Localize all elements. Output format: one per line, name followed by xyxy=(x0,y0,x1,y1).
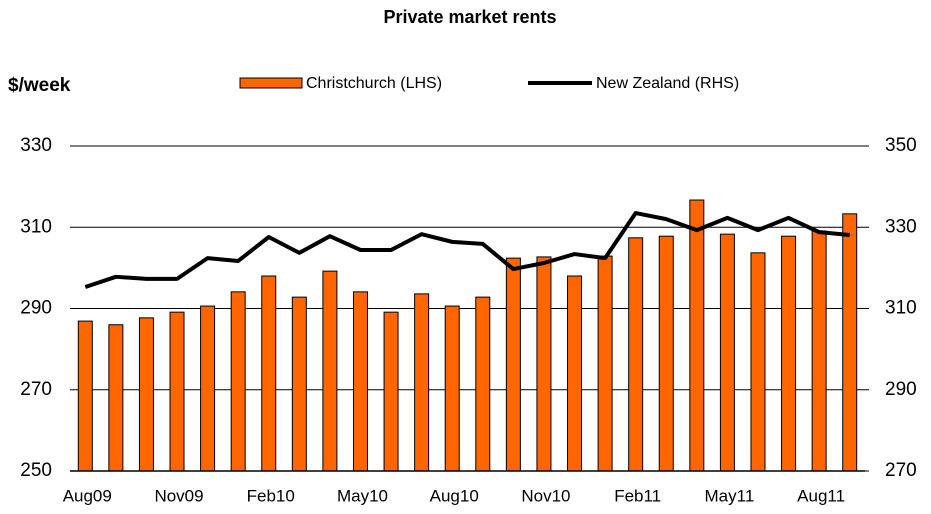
bar xyxy=(230,291,246,472)
bar xyxy=(77,320,93,472)
y2-tick-label: 350 xyxy=(885,135,917,156)
bar xyxy=(108,324,124,472)
x-tick-label: May11 xyxy=(705,486,755,505)
bar xyxy=(842,213,858,472)
bar xyxy=(689,199,705,472)
x-tick-label: Nov10 xyxy=(521,486,570,505)
bar xyxy=(383,311,399,472)
x-tick-label: Nov09 xyxy=(154,486,203,505)
bar xyxy=(444,305,460,472)
y-tick-label: 270 xyxy=(20,379,52,400)
bar xyxy=(628,237,644,472)
y-tick-label: 250 xyxy=(20,460,52,481)
bar xyxy=(567,275,583,472)
bar xyxy=(597,255,613,472)
y-tick-label: 290 xyxy=(20,298,52,319)
x-tick-label: Aug09 xyxy=(63,486,112,505)
x-tick-label: Aug11 xyxy=(797,486,845,505)
y-tick-label: 310 xyxy=(20,216,52,237)
y-tick-label: 330 xyxy=(20,135,52,156)
bar xyxy=(138,317,154,472)
chart-title: Private market rents xyxy=(383,7,556,27)
y-axis-title: $/week xyxy=(8,75,71,96)
bar xyxy=(291,296,307,472)
y2-tick-label: 330 xyxy=(885,216,917,237)
x-tick-label: May10 xyxy=(337,486,388,505)
x-tick-label: Feb11 xyxy=(614,486,661,505)
bar xyxy=(719,233,735,472)
y2-tick-label: 310 xyxy=(885,298,917,319)
bar xyxy=(322,270,338,472)
bar xyxy=(658,235,674,472)
bar xyxy=(750,252,766,472)
bar xyxy=(811,230,827,472)
bar xyxy=(414,293,430,472)
legend-swatch xyxy=(239,77,303,89)
legend-label: New Zealand (RHS) xyxy=(596,75,739,92)
bar xyxy=(475,296,491,472)
x-tick-label: Aug10 xyxy=(430,486,479,505)
bar xyxy=(505,257,521,472)
bar xyxy=(781,235,797,472)
bar xyxy=(352,291,368,472)
line xyxy=(84,211,850,289)
bar xyxy=(261,275,277,472)
legend-label: Christchurch (LHS) xyxy=(306,75,442,92)
bar xyxy=(169,311,185,472)
y2-tick-label: 270 xyxy=(885,460,917,481)
bar xyxy=(536,256,552,472)
x-tick-label: Feb10 xyxy=(247,486,295,505)
bar xyxy=(200,305,216,472)
y2-tick-label: 290 xyxy=(885,379,917,400)
